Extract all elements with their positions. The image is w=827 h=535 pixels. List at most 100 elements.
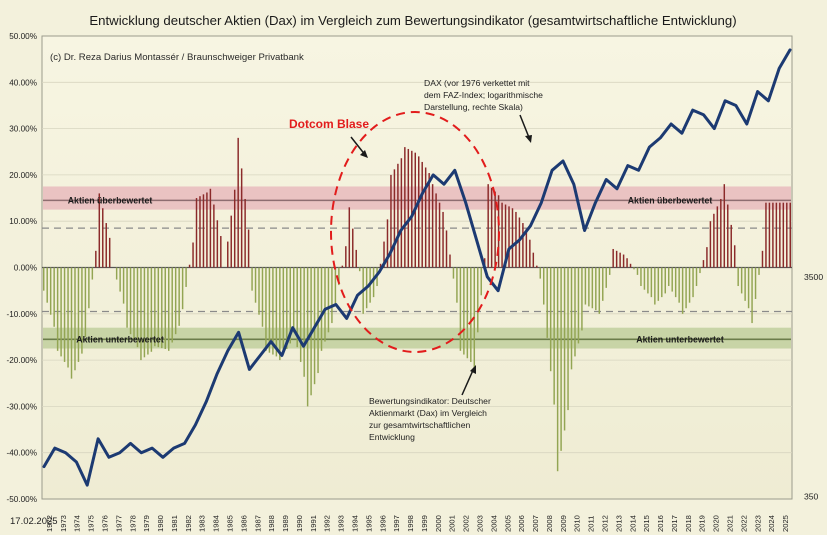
indicator-bar bbox=[136, 267, 139, 348]
indicator-bar bbox=[782, 202, 785, 268]
indicator-bar bbox=[379, 263, 382, 268]
x-tick-label: 2007 bbox=[531, 515, 540, 532]
indicator-bar bbox=[258, 267, 260, 315]
indicator-bar bbox=[779, 202, 781, 268]
indicator-bar bbox=[699, 267, 701, 274]
indicator-bar bbox=[220, 236, 222, 268]
indicator-bar bbox=[463, 267, 465, 355]
indicator-bar bbox=[431, 184, 434, 268]
indicator-bar bbox=[692, 267, 694, 298]
indicator-bar bbox=[338, 267, 340, 286]
indicator-bar bbox=[754, 267, 757, 299]
indicator-bar bbox=[622, 254, 625, 268]
x-tick-label: 1984 bbox=[212, 515, 221, 532]
indicator-bar bbox=[334, 267, 337, 305]
indicator-bar bbox=[539, 267, 541, 279]
indicator-bar bbox=[188, 264, 191, 268]
indicator-bar bbox=[567, 267, 569, 411]
x-tick-label: 1992 bbox=[323, 515, 332, 532]
indicator-bar bbox=[442, 211, 444, 268]
indicator-bar bbox=[140, 267, 142, 361]
x-tick-label: 2003 bbox=[476, 515, 485, 532]
indicator-bar bbox=[751, 267, 753, 324]
copyright-note: (c) Dr. Reza Darius Montassér / Braunsch… bbox=[50, 52, 304, 63]
indicator-bar bbox=[324, 267, 326, 342]
x-axis-labels: 1972 1973 1974 1975 1976 1977 1978 1979 1980 1981… bbox=[45, 515, 790, 532]
indicator-bar bbox=[282, 267, 285, 355]
indicator-bar bbox=[508, 206, 510, 268]
indicator-bar bbox=[445, 230, 448, 268]
x-tick-label: 2006 bbox=[517, 515, 526, 532]
dax-annotation: DAX (vor 1976 verkettet mit dem FAZ-Inde… bbox=[424, 78, 543, 112]
indicator-bar bbox=[407, 148, 410, 268]
indicator-bar bbox=[727, 204, 729, 268]
indicator-bar bbox=[53, 267, 55, 327]
indicator-bar bbox=[102, 208, 104, 268]
x-tick-label: 2017 bbox=[670, 515, 679, 532]
x-tick-label: 1987 bbox=[253, 515, 262, 532]
indicator-bar bbox=[261, 267, 264, 327]
right-tick-label: 350 bbox=[804, 492, 819, 502]
indicator-note-line-3: zur gesamtwirtschaftlichen bbox=[369, 420, 470, 430]
indicator-bar bbox=[775, 202, 778, 268]
y-tick-label: 40.00% bbox=[9, 78, 37, 87]
indicator-bar bbox=[786, 202, 788, 268]
band-labels: Aktien überbewertet Aktien überbewertet Ak… bbox=[68, 195, 724, 344]
indicator-bar bbox=[490, 187, 493, 268]
indicator-bar bbox=[761, 250, 764, 268]
indicator-bar bbox=[393, 169, 396, 268]
indicator-bar bbox=[46, 267, 48, 303]
x-tick-label: 1980 bbox=[156, 515, 165, 532]
indicator-bar bbox=[178, 267, 180, 326]
indicator-bar bbox=[702, 260, 705, 268]
indicator-bar bbox=[525, 228, 528, 268]
indicator-bar bbox=[730, 224, 732, 268]
indicator-bar bbox=[477, 267, 479, 333]
indicator-bar bbox=[358, 267, 361, 272]
indicator-bar bbox=[171, 267, 173, 343]
dax-note-line-3: Darstellung, rechte Skala) bbox=[424, 102, 523, 112]
x-tick-label: 2019 bbox=[698, 515, 707, 532]
indicator-bar bbox=[383, 241, 385, 268]
indicator-bar bbox=[199, 196, 201, 268]
indicator-bar bbox=[386, 219, 389, 268]
indicator-bar bbox=[91, 267, 94, 280]
indicator-bar bbox=[206, 192, 208, 268]
indicator-bar bbox=[390, 174, 392, 268]
y-tick-label: -30.00% bbox=[7, 402, 38, 411]
indicator-bar bbox=[588, 267, 590, 307]
indicator-bar bbox=[352, 228, 354, 268]
indicator-bar bbox=[355, 249, 357, 268]
indicator-bar bbox=[129, 267, 132, 335]
indicator-bar bbox=[713, 213, 715, 268]
x-tick-label: 2012 bbox=[601, 515, 610, 532]
indicator-bar bbox=[418, 156, 420, 268]
indicator-bar bbox=[372, 267, 375, 298]
x-tick-label: 2010 bbox=[573, 515, 582, 532]
x-tick-label: 1990 bbox=[295, 515, 304, 532]
indicator-bar bbox=[709, 221, 712, 268]
indicator-bar bbox=[213, 204, 215, 268]
dax-series-line bbox=[42, 48, 792, 487]
indicator-bar bbox=[435, 193, 437, 268]
y-tick-label: -50.00% bbox=[7, 495, 38, 504]
indicator-bars bbox=[43, 137, 791, 472]
x-tick-label: 1976 bbox=[101, 515, 110, 532]
indicator-bar bbox=[421, 161, 423, 268]
indicator-bar bbox=[563, 267, 566, 431]
indicator-bar bbox=[765, 202, 767, 268]
indicator-bar bbox=[150, 267, 153, 352]
indicator-bar bbox=[494, 191, 496, 268]
indicator-bar bbox=[515, 211, 517, 268]
indicator-bar bbox=[449, 254, 451, 268]
x-tick-label: 1988 bbox=[267, 515, 276, 532]
indicator-bar bbox=[279, 267, 281, 361]
band-label: Aktien unterbewertet bbox=[636, 334, 724, 344]
indicator-bar bbox=[584, 267, 587, 305]
x-tick-label: 2015 bbox=[642, 515, 651, 532]
x-tick-label: 1999 bbox=[420, 515, 429, 532]
dotcom-bubble-ellipse bbox=[330, 111, 500, 353]
indicator-bar bbox=[678, 267, 680, 303]
x-tick-label: 1977 bbox=[114, 515, 123, 532]
x-tick-label: 2014 bbox=[628, 515, 637, 532]
